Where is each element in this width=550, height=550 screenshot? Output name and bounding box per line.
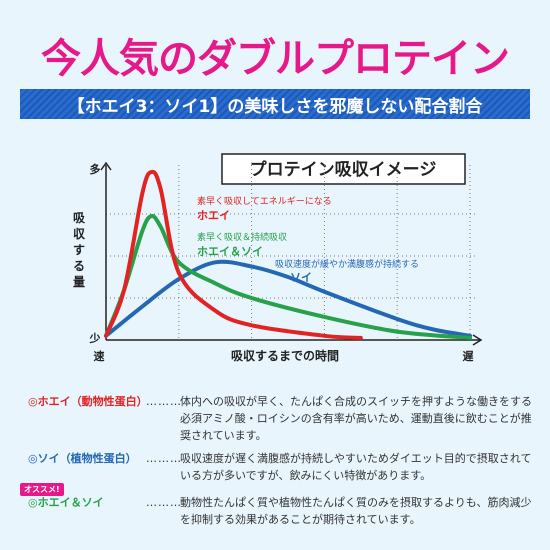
y-axis-label-char: る — [73, 259, 85, 273]
whey-curve — [104, 169, 363, 340]
desc-soy-body: 吸収速度が遅く満腹感が持続しやすいためダイエット目的で摂取されている方が多いです… — [180, 452, 532, 482]
desc-mix-dots: ……… — [146, 496, 182, 509]
desc-whey-term: ◎ホエイ（動物性蛋白） — [28, 395, 148, 408]
desc-soy-term: ◎ソイ（植物性蛋白） — [28, 452, 137, 465]
chart-title: プロテイン吸収イメージ — [250, 159, 437, 180]
soy-series-label: ソイ — [290, 271, 312, 284]
whey-note: 素早く吸収してエネルギーになる — [197, 195, 332, 207]
mix-series-label: ホエイ＆ソイ — [197, 245, 263, 258]
ratio-banner: 【ホエイ3：ソイ1】の美味しさを邪魔しない配合割合 — [20, 89, 530, 119]
x-axis-label: 吸収するまでの時間 — [231, 348, 339, 363]
soy-note: 吸収速度が緩やか満腹感が持続する — [275, 258, 419, 270]
desc-mix-term: ◎ホエイ＆ソイ — [28, 496, 104, 509]
whey-series-label: ホエイ — [197, 209, 230, 222]
desc-whey-body: 体内への吸収が早く、たんぱく合成のスイッチを押すような働きをする必須アミノ酸・ロ… — [180, 395, 532, 442]
chart-curves — [104, 169, 472, 340]
headline: 今人気のダブルプロテイン — [41, 36, 510, 82]
y-axis-label-char: す — [73, 243, 85, 257]
soy-curve — [104, 259, 472, 338]
chart-grid — [106, 165, 475, 340]
y-axis-label-char: 吸 — [73, 211, 86, 225]
y-axis-label-char: 量 — [73, 275, 85, 289]
x-tick-left: 速 — [94, 349, 105, 363]
y-axis-label-char: 収 — [73, 227, 86, 241]
desc-mix-body: 動物性たんぱく質や植物性たんぱく質のみを摂取するよりも、筋肉減少を抑制する効果が… — [180, 496, 532, 526]
mix-note: 素早く吸収＆持続吸収 — [197, 231, 287, 243]
chart-title-box — [221, 153, 466, 185]
recommend-badge: オススメ! — [20, 483, 64, 496]
y-tick-top: 多 — [90, 162, 101, 176]
desc-whey-dots: ……… — [146, 395, 182, 408]
y-tick-bottom: 少 — [89, 331, 101, 345]
x-tick-right: 遅 — [463, 350, 474, 363]
y-axis-arrow — [100, 161, 112, 171]
mix-curve — [104, 214, 472, 340]
desc-soy-dots: ……… — [146, 452, 182, 465]
x-axis-arrow — [472, 334, 483, 346]
